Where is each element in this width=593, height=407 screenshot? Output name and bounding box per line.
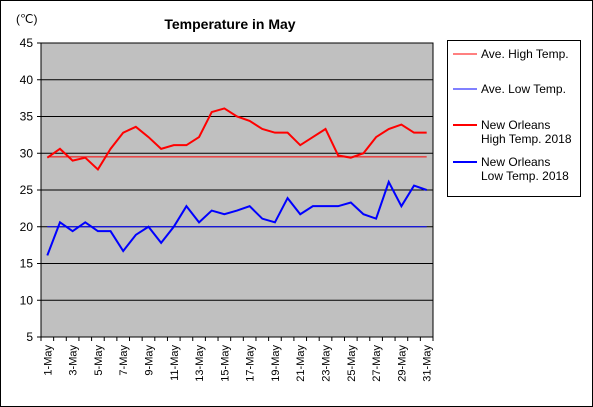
y-tick-label-15: 15: [20, 257, 34, 271]
x-tick-label-9-May: 9-May: [143, 345, 155, 376]
y-tick-label-5: 5: [26, 330, 33, 344]
x-tick-label-1-May: 1-May: [42, 345, 54, 376]
legend-label: Ave. Low Temp.: [481, 82, 566, 96]
x-tick-label-17-May: 17-May: [245, 345, 257, 382]
x-tick-label-13-May: 13-May: [194, 345, 206, 382]
legend-label: New Orleans: [481, 118, 550, 132]
x-tick-label-7-May: 7-May: [118, 345, 130, 376]
x-tick-label-23-May: 23-May: [321, 345, 333, 382]
x-tick-label-31-May: 31-May: [422, 345, 434, 382]
unit-label: (℃): [16, 12, 37, 26]
legend-label: Ave. High Temp.: [481, 47, 569, 61]
legend-box: [447, 40, 581, 197]
series-lines: [46, 107, 428, 256]
legend: Ave. High Temp. Ave. Low Temp. New Orleans…: [453, 47, 572, 183]
y-tick-label-30: 30: [20, 146, 34, 160]
legend-label: Low Temp. 2018: [481, 169, 569, 183]
series-line-new-orleans-low-temp-2018: [46, 179, 428, 256]
series-line-new-orleans-high-temp-2018: [46, 107, 427, 171]
y-axis: 5 10 15 20 25 30 35 40 45: [20, 36, 41, 344]
x-tick-label-21-May: 21-May: [295, 345, 307, 382]
x-tick-label-25-May: 25-May: [346, 345, 358, 382]
x-tick-label-15-May: 15-May: [219, 345, 231, 382]
chart-title: Temperature in May: [164, 16, 295, 32]
x-tick-label-27-May: 27-May: [371, 345, 383, 382]
y-tick-label-35: 35: [20, 110, 34, 124]
x-axis: 1-May 3-May 5-May 7-May 9-May 11-May 13-May 15-…: [40, 337, 434, 382]
x-tick-label-29-May: 29-May: [396, 345, 408, 382]
legend-label: High Temp. 2018: [481, 132, 572, 146]
y-tick-label-20: 20: [20, 220, 34, 234]
legend-label: New Orleans: [481, 155, 550, 169]
y-tick-label-10: 10: [20, 293, 34, 307]
y-tick-label-40: 40: [20, 73, 34, 87]
x-tick-label-19-May: 19-May: [270, 345, 282, 382]
x-tick-label-3-May: 3-May: [68, 345, 80, 376]
y-tick-label-45: 45: [20, 36, 34, 50]
y-tick-label-25: 25: [20, 183, 34, 197]
x-tick-label-5-May: 5-May: [93, 345, 105, 376]
x-tick-label-11-May: 11-May: [169, 345, 181, 381]
